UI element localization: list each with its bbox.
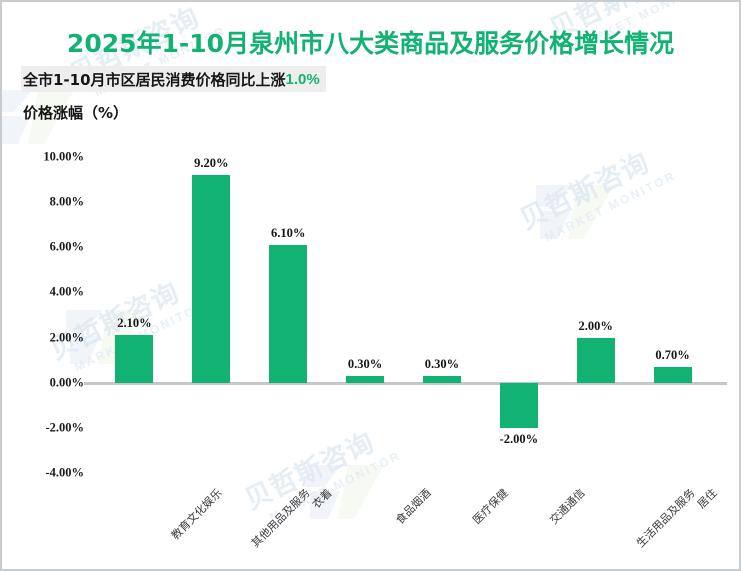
y-axis-unit-label: 价格涨幅（%） — [23, 104, 129, 122]
x-axis-category-label: 教育文化娱乐 — [169, 486, 226, 543]
bar[interactable] — [192, 175, 231, 383]
bar[interactable] — [115, 335, 154, 383]
y-axis-tick-label: -2.00% — [45, 420, 84, 435]
y-axis-tick-label: 0.00% — [49, 375, 84, 390]
subtitle-text: 全市1-10月市区居民消费价格同比上涨 — [23, 70, 286, 89]
x-axis-category-label: 交通通信 — [547, 486, 588, 527]
bar[interactable] — [269, 245, 308, 383]
x-axis-category-label: 居住 — [694, 486, 720, 512]
bar-value-label: 0.30% — [347, 356, 383, 371]
x-axis-category-label: 生活用品及服务 — [633, 486, 698, 551]
bar-value-label: -2.00% — [499, 431, 539, 446]
y-axis-tick-label: 10.00% — [43, 149, 84, 164]
x-axis-category-label: 其他用品及服务 — [249, 486, 313, 551]
bar-value-label: 9.20% — [194, 156, 229, 171]
zero-baseline — [84, 381, 727, 385]
x-axis-category-label: 医疗保健 — [470, 486, 511, 527]
bar-value-label: 2.00% — [578, 318, 613, 333]
y-axis-tick-label: 8.00% — [49, 194, 84, 209]
page-title: 2025年1-10月泉州市八大类商品及服务价格增长情况 — [66, 29, 675, 58]
y-axis-tick-label: 6.00% — [49, 239, 84, 254]
y-axis-tick-group: 10.00% 8.00% 6.00% 4.00% 2.00% 0.00% -2.00% -4.… — [16, 2, 84, 569]
bar-value-label: 0.30% — [424, 356, 460, 371]
bar-value-label: 6.10% — [271, 226, 306, 241]
subtitle-banner: 全市1-10月市区居民消费价格同比上涨 1.0% — [21, 66, 326, 92]
bar-value-label: 2.10% — [117, 316, 152, 331]
bar-value-label: 0.70% — [655, 347, 690, 362]
bar[interactable] — [422, 375, 461, 383]
y-axis-tick-label: -4.00% — [45, 465, 84, 480]
y-axis-tick-label: 4.00% — [49, 284, 84, 299]
subtitle-accent-value: 1.0% — [285, 70, 320, 88]
bar[interactable] — [499, 382, 538, 428]
x-axis-category-label: 衣着 — [310, 486, 335, 512]
bar[interactable] — [576, 337, 615, 383]
bar[interactable] — [346, 375, 385, 383]
bar[interactable] — [653, 366, 692, 383]
x-axis-category-label: 食品烟酒 — [393, 486, 434, 527]
